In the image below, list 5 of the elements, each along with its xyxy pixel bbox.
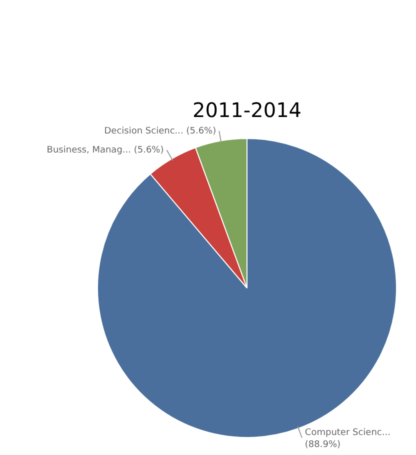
slice-label: Computer Scienc... <box>304 428 390 438</box>
chart-title: 2011-2014 <box>192 98 302 122</box>
slice-label: Business, Manag... (5.6%) <box>46 146 164 156</box>
slice-label: Decision Scienc... (5.6%) <box>104 126 216 136</box>
data-label: (88.9%) <box>304 440 341 450</box>
